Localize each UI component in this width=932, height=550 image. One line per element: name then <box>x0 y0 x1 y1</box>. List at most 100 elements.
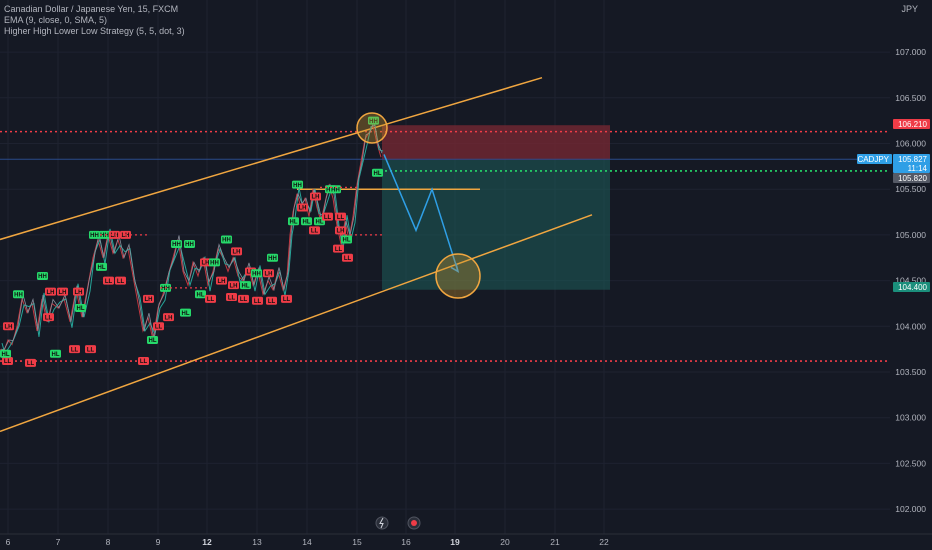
swing-marker-ll: LL <box>281 294 292 303</box>
swing-marker-box <box>50 349 61 358</box>
hhll-indicator-label[interactable]: Higher High Lower Low Strategy (5, 5, do… <box>4 26 185 36</box>
swing-marker-box <box>240 281 251 290</box>
x-tick-label: 15 <box>352 537 362 547</box>
swing-marker-label: LL <box>27 361 35 367</box>
currency-label: JPY <box>901 4 918 14</box>
swing-marker-box <box>333 244 344 253</box>
swing-marker-box <box>115 276 126 285</box>
swing-marker-hl: HL <box>50 349 61 358</box>
swing-marker-ll: LL <box>342 253 353 262</box>
swing-marker-label: LH <box>337 229 345 235</box>
swing-marker-label: HH <box>331 187 340 193</box>
price-tag-bg <box>857 154 892 164</box>
y-tick-label: 103.500 <box>895 367 926 377</box>
swing-marker-box <box>288 217 299 226</box>
swing-marker-hh: HH <box>221 235 232 244</box>
swing-marker-label: LL <box>71 347 79 353</box>
record-icon[interactable] <box>407 516 421 530</box>
swing-marker-label: LL <box>268 299 276 305</box>
swing-marker-ll: LL <box>226 293 237 301</box>
price-tag-text: 105.820 <box>898 174 927 183</box>
swing-marker-box <box>138 357 149 366</box>
swing-marker-label: LH <box>75 290 83 296</box>
swing-marker-ll: LL <box>25 358 36 367</box>
swing-marker-label: HH <box>210 261 219 267</box>
swing-marker-ll: LL <box>85 345 96 353</box>
swing-marker-label: LH <box>47 290 55 296</box>
swing-marker-box <box>297 203 308 212</box>
swing-marker-box <box>309 226 320 235</box>
swing-marker-ll: LL <box>322 212 333 221</box>
swing-marker-label: HL <box>242 283 250 289</box>
swing-marker-lh: LH <box>57 287 68 296</box>
swing-marker-label: LL <box>228 295 236 301</box>
swing-marker-label: HH <box>100 233 109 239</box>
swing-marker-box <box>301 217 312 226</box>
swing-marker-box <box>13 290 24 299</box>
price-tag-bg <box>893 282 930 292</box>
swing-marker-label: LH <box>230 283 238 289</box>
y-tick-label: 104.500 <box>895 276 926 286</box>
swing-marker-label: HH <box>185 242 194 248</box>
swing-marker-lh: LH <box>297 203 308 212</box>
swing-marker-label: LL <box>155 325 163 331</box>
x-tick-label: 21 <box>550 537 560 547</box>
swing-marker-box <box>69 345 80 354</box>
swing-marker-box <box>216 276 227 285</box>
swing-marker-label: LH <box>111 233 119 239</box>
swing-marker-box <box>263 269 274 278</box>
swing-marker-lh: LH <box>143 294 154 303</box>
swing-marker-box <box>221 235 232 244</box>
swing-marker-box <box>335 212 346 221</box>
swing-marker-label: HH <box>14 293 23 299</box>
swing-marker-box <box>252 296 263 305</box>
swing-marker-ll: LL <box>205 294 216 303</box>
swing-marker-label: HH <box>369 119 378 125</box>
swing-marker-label: LL <box>105 279 113 285</box>
price-tag-bg <box>893 173 930 183</box>
swing-marker-box <box>103 276 114 285</box>
swing-marker-hl: HL <box>288 217 299 225</box>
swing-marker-box <box>231 247 242 256</box>
x-tick-label: 9 <box>156 537 161 547</box>
swing-marker-hl: HL <box>240 281 251 289</box>
swing-marker-label: LL <box>4 359 12 365</box>
swing-marker-box <box>0 349 11 358</box>
swing-marker-label: HH <box>90 233 99 239</box>
swing-marker-lh: LH <box>45 287 56 296</box>
swing-marker-box <box>143 294 154 303</box>
y-tick-label: 102.000 <box>895 504 926 514</box>
price-tag-text: 11:14 <box>908 164 928 173</box>
x-tick-label: 22 <box>599 537 609 547</box>
swing-marker-box <box>335 226 346 235</box>
swing-marker-ll: LL <box>103 276 114 285</box>
swing-marker-hh: HH <box>171 240 182 248</box>
swing-marker-label: HH <box>222 238 231 244</box>
x-tick-label: 16 <box>401 537 411 547</box>
swing-marker-hh: HH <box>89 230 100 239</box>
swing-marker-box <box>75 304 86 313</box>
highlight-circle-top <box>356 112 388 144</box>
swing-marker-ll: LL <box>335 212 346 221</box>
swing-marker-lh: LH <box>200 258 211 267</box>
x-tick-label: 19 <box>450 537 460 547</box>
swing-marker-label: LH <box>202 261 210 267</box>
price-tag-cadjpy: CADJPY <box>857 154 892 164</box>
channel-lower-line <box>0 214 593 433</box>
lightning-icon[interactable] <box>375 516 389 530</box>
swing-marker-box <box>184 240 195 249</box>
symbol-title[interactable]: Canadian Dollar / Japanese Yen, 15, FXCM <box>4 4 179 14</box>
swing-marker-label: LL <box>335 247 343 253</box>
swing-marker-ll: LL <box>153 322 164 331</box>
swing-marker-label: LL <box>87 347 95 353</box>
ema-indicator-label[interactable]: EMA (9, close, 0, SMA, 5) <box>4 15 108 25</box>
swing-marker-hh: HH <box>292 180 303 189</box>
swing-marker-hh: HH <box>209 258 220 267</box>
swing-marker-label: HH <box>293 183 302 189</box>
price-tag-text: 105.827 <box>898 155 927 164</box>
x-tick-label: 8 <box>106 537 111 547</box>
swing-marker-label: LL <box>140 359 148 365</box>
y-tick-label: 107.000 <box>895 47 926 57</box>
